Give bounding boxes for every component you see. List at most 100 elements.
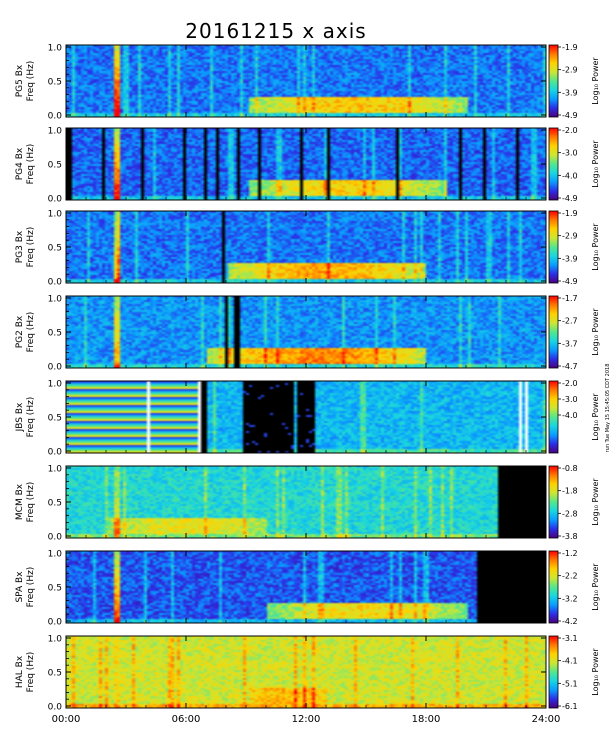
spectrogram-image [66, 381, 546, 453]
colorbar-label: Log₁₀ Power [591, 140, 600, 188]
y-tick-label: 0.5 [48, 161, 62, 171]
x-tick-label: 18:00 [412, 714, 441, 725]
colorbar-tick-label: -4.9 [562, 277, 578, 286]
y-tick-label: 1.0 [48, 295, 63, 305]
colorbar-tick-label: -2.2 [562, 572, 578, 581]
colorbar [548, 465, 559, 539]
colorbar-label: Log₁₀ Power [591, 648, 600, 696]
colorbar-tick-label: -1.9 [562, 209, 578, 218]
colorbar-label: Log₁₀ Power [591, 223, 600, 271]
y-tick-label: 0.5 [48, 669, 62, 679]
colorbar-tick-label: -0.8 [562, 464, 578, 473]
spectrogram-image [66, 296, 546, 368]
colorbar [548, 44, 559, 118]
colorbar-tick-label: -6.1 [562, 702, 578, 711]
colorbar-tick-label: -3.9 [562, 88, 578, 97]
colorbar-tick-label: -2.7 [562, 317, 578, 326]
colorbar-tick-label: -3.2 [562, 594, 578, 603]
y-tick-label: 0.0 [48, 278, 63, 288]
colorbar [548, 127, 559, 201]
freq-axis-label: Freq (Hz) [26, 652, 36, 693]
panel-spa-bx: 0.0 0.5 1.0 SPA Bx Freq (Hz) -1.2 -2.2 -3.2 -4.2… [15, 549, 600, 628]
panel-pg5-bx: 0.0 0.5 1.0 PG5 Bx Freq (Hz) -1.9 -2.9 -3.9 -4.9… [15, 43, 600, 122]
colorbar-tick-label: -4.7 [562, 362, 578, 371]
freq-axis-label: Freq (Hz) [26, 482, 36, 523]
colorbar [548, 635, 559, 709]
colorbar-tick-label: -3.0 [562, 395, 578, 404]
colorbar-tick-label: -3.1 [562, 634, 578, 643]
chart-title: 20161215 x axis [185, 19, 366, 43]
y-tick-label: 0.0 [48, 112, 63, 122]
y-tick-label: 1.0 [48, 635, 63, 645]
colorbar [548, 550, 559, 624]
colorbar-tick-label: -2.9 [562, 232, 578, 241]
y-tick-label: 0.5 [48, 329, 62, 339]
colorbar-tick-label: -2.0 [562, 126, 578, 135]
colorbar-tick-label: -4.9 [562, 111, 578, 120]
y-tick-label: 0.0 [48, 363, 63, 373]
y-tick-label: 1.0 [48, 380, 63, 390]
colorbar-label: Log₁₀ Power [591, 563, 600, 611]
station-label: PG5 Bx [15, 64, 25, 97]
panel-pg3-bx: 0.0 0.5 1.0 PG3 Bx Freq (Hz) -1.9 -2.9 -3.9 -4.9… [15, 209, 600, 288]
station-label: JBS Bx [15, 402, 25, 432]
y-tick-label: 1.0 [48, 210, 63, 220]
x-tick-label: 12:00 [292, 714, 321, 725]
run-timestamp-note: run Tue May 15 15:45:05 CDT 2018 [605, 364, 611, 453]
y-tick-label: 1.0 [48, 550, 63, 560]
colorbar-tick-label: -1.7 [562, 294, 578, 303]
freq-axis-label: Freq (Hz) [26, 144, 36, 185]
station-label: PG4 Bx [15, 147, 25, 180]
colorbar-tick-label: -1.9 [562, 43, 578, 52]
colorbar-tick-label: -4.1 [562, 657, 578, 666]
colorbar-tick-label: -4.9 [562, 194, 578, 203]
spectrogram-image [66, 211, 546, 283]
station-label: HAL Bx [15, 655, 25, 688]
colorbar-label: Log₁₀ Power [591, 478, 600, 526]
colorbar-tick-label: -3.8 [562, 532, 578, 541]
colorbar-tick-label: -2.9 [562, 66, 578, 75]
colorbar-label: Log₁₀ Power [591, 393, 600, 441]
colorbar-tick-label: -1.2 [562, 549, 578, 558]
spectrogram-image [66, 128, 546, 200]
y-tick-label: 1.0 [48, 465, 63, 475]
freq-axis-label: Freq (Hz) [26, 397, 36, 438]
spectrogram-image [66, 45, 546, 117]
y-tick-label: 0.0 [48, 618, 63, 628]
freq-axis-label: Freq (Hz) [26, 61, 36, 102]
colorbar-tick-label: -3.0 [562, 149, 578, 158]
y-tick-label: 0.5 [48, 584, 62, 594]
x-tick-label: 06:00 [172, 714, 201, 725]
colorbar-label: Log₁₀ Power [591, 308, 600, 356]
freq-axis-label: Freq (Hz) [26, 227, 36, 268]
colorbar-tick-label: -4.0 [562, 171, 578, 180]
colorbar-tick-label: -1.8 [562, 487, 578, 496]
panel-hal-bx: 0.0 0.5 1.0 HAL Bx Freq (Hz) -3.1 -4.1 -5.1 -6.1… [15, 634, 600, 713]
freq-axis-label: Freq (Hz) [26, 312, 36, 353]
y-tick-label: 0.5 [48, 414, 62, 424]
freq-axis-label: Freq (Hz) [26, 567, 36, 608]
colorbar-tick-label: -2.0 [562, 379, 578, 388]
colorbar [548, 295, 559, 369]
x-tick-label: 00:00 [52, 714, 81, 725]
station-label: PG3 Bx [15, 230, 25, 263]
colorbar-tick-label: -3.9 [562, 254, 578, 263]
station-label: PG2 Bx [15, 315, 25, 348]
y-tick-label: 0.0 [48, 448, 63, 458]
colorbar-tick-label: -5.1 [562, 679, 578, 688]
panel-jbs-bx: 0.0 0.5 1.0 JBS Bx Freq (Hz) -2.0 -3.0 -4.0 Log₁… [15, 379, 600, 458]
spectrogram-image [66, 466, 546, 538]
y-tick-label: 0.5 [48, 78, 62, 88]
y-tick-label: 0.0 [48, 703, 63, 713]
spectrogram-image [66, 551, 546, 623]
x-tick-label: 24:00 [532, 714, 561, 725]
colorbar [548, 380, 559, 454]
colorbar [548, 210, 559, 284]
colorbar-label: Log₁₀ Power [591, 57, 600, 105]
panel-mcm-bx: 0.0 0.5 1.0 MCM Bx Freq (Hz) -0.8 -1.8 -2.8 -3.8… [15, 464, 600, 543]
colorbar-tick-label: -2.8 [562, 509, 578, 518]
colorbar-tick-label: -4.0 [562, 411, 578, 420]
station-label: SPA Bx [15, 571, 25, 603]
